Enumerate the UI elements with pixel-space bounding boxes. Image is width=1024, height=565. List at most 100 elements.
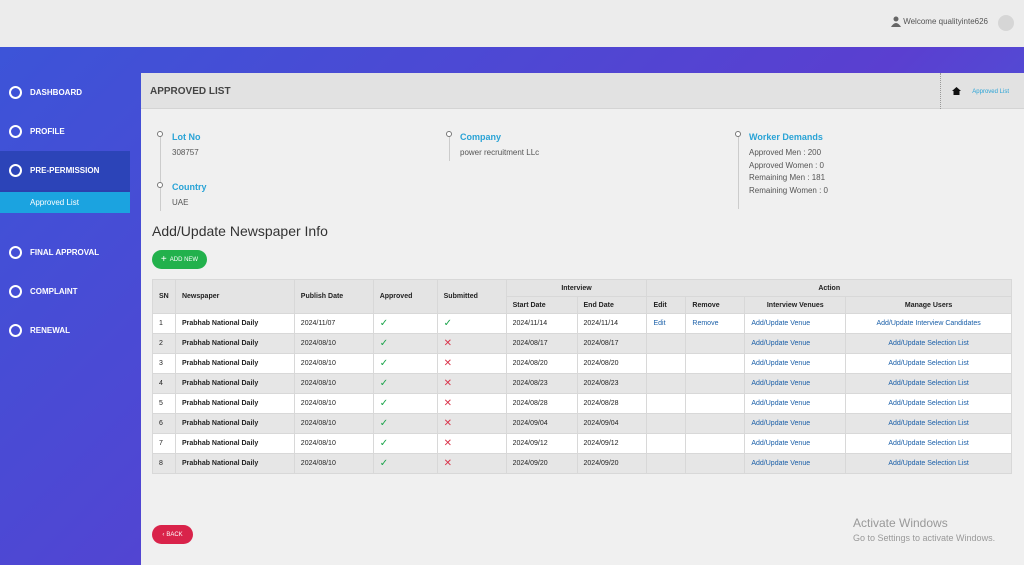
breadcrumb[interactable]: Approved List bbox=[972, 89, 1009, 95]
cell-newspaper: Prabhab National Daily bbox=[174, 433, 295, 454]
nav-subitem[interactable]: Approved List bbox=[0, 192, 130, 213]
cell-approved: ✓ bbox=[372, 433, 438, 454]
add-button[interactable]: + ADD NEW bbox=[152, 250, 207, 269]
table-row: 6 Prabhab National Daily 2024/08/10 ✓ ✕ 2024/… bbox=[152, 413, 1012, 434]
cell-remove bbox=[685, 413, 746, 434]
cell-end-date: 2024/09/12 bbox=[576, 433, 648, 454]
home-icon bbox=[952, 87, 961, 95]
cell-submitted: ✕ bbox=[436, 353, 507, 374]
title-bar: APPROVED LIST Approved List bbox=[141, 73, 1024, 109]
column-header: Remove bbox=[685, 296, 746, 314]
cell-remove bbox=[685, 453, 746, 474]
cell-submitted: ✕ bbox=[436, 333, 507, 354]
cell-end-date: 2024/08/23 bbox=[576, 373, 648, 394]
edit-link[interactable]: Edit bbox=[653, 320, 666, 327]
manage-link[interactable]: Add/Update Selection List bbox=[888, 460, 969, 467]
nav-item[interactable]: DASHBOARD bbox=[0, 73, 130, 112]
nav-icon bbox=[9, 86, 22, 99]
cell-edit bbox=[646, 453, 687, 474]
venue-link[interactable]: Add/Update Venue bbox=[751, 420, 811, 427]
timeline bbox=[160, 131, 161, 211]
demand-line: Approved Women : 0 bbox=[749, 160, 825, 170]
check-icon: ✓ bbox=[379, 318, 389, 329]
cell-sn: 1 bbox=[152, 313, 176, 334]
timeline bbox=[449, 131, 450, 161]
cell-sn: 3 bbox=[152, 353, 176, 374]
nav-item[interactable]: FINAL APPROVAL bbox=[0, 233, 130, 272]
cell-manage: Add/Update Selection List bbox=[845, 393, 1012, 414]
venue-link[interactable]: Add/Update Venue bbox=[751, 440, 811, 447]
nav-label: PROFILE bbox=[30, 127, 65, 136]
cell-publish-date: 2024/08/10 bbox=[293, 353, 374, 374]
separator bbox=[940, 73, 941, 109]
demand-line: Remaining Women : 0 bbox=[749, 185, 828, 195]
cell-newspaper: Prabhab National Daily bbox=[174, 333, 295, 354]
cell-remove bbox=[685, 353, 746, 374]
cell-publish-date: 2024/08/10 bbox=[293, 433, 374, 454]
cell-edit bbox=[646, 413, 687, 434]
manage-link[interactable]: Add/Update Selection List bbox=[888, 380, 969, 387]
nav-label: PRE-PERMISSION bbox=[30, 166, 100, 175]
column-header: Edit bbox=[646, 296, 687, 314]
manage-link[interactable]: Add/Update Selection List bbox=[888, 440, 969, 447]
cell-sn: 2 bbox=[152, 333, 176, 354]
cell-approved: ✓ bbox=[372, 313, 438, 334]
venue-link[interactable]: Add/Update Venue bbox=[751, 460, 811, 467]
venue-link[interactable]: Add/Update Venue bbox=[751, 360, 811, 367]
venue-link[interactable]: Add/Update Venue bbox=[751, 400, 811, 407]
cell-venue: Add/Update Venue bbox=[744, 413, 847, 434]
table-row: 5 Prabhab National Daily 2024/08/10 ✓ ✕ 2024/… bbox=[152, 393, 1012, 414]
remove-link[interactable]: Remove bbox=[692, 320, 719, 327]
back-button[interactable]: ‹ BACK bbox=[152, 525, 193, 544]
back-button-label: BACK bbox=[166, 531, 183, 538]
cell-manage: Add/Update Selection List bbox=[845, 413, 1012, 434]
country-value: UAE bbox=[172, 198, 189, 207]
nav-item[interactable]: PRE-PERMISSION bbox=[0, 151, 130, 190]
cross-icon: ✕ bbox=[443, 418, 453, 429]
cell-approved: ✓ bbox=[372, 353, 438, 374]
venue-link[interactable]: Add/Update Venue bbox=[751, 340, 811, 347]
cell-manage: Add/Update Interview Candidates bbox=[845, 313, 1012, 334]
manage-link[interactable]: Add/Update Selection List bbox=[888, 420, 969, 427]
manage-link[interactable]: Add/Update Selection List bbox=[888, 360, 969, 367]
lot-label: Lot No bbox=[172, 132, 201, 142]
top-bar: Welcome qualityinte626 bbox=[0, 0, 1024, 47]
manage-link[interactable]: Add/Update Selection List bbox=[888, 340, 969, 347]
sidebar: DASHBOARDPROFILEPRE-PERMISSIONPre-Permis… bbox=[0, 73, 130, 565]
cell-remove bbox=[685, 433, 746, 454]
check-icon: ✓ bbox=[379, 358, 389, 369]
timeline bbox=[738, 131, 739, 209]
manage-link[interactable]: Add/Update Selection List bbox=[888, 400, 969, 407]
cell-manage: Add/Update Selection List bbox=[845, 453, 1012, 474]
cell-edit bbox=[646, 433, 687, 454]
cell-sn: 4 bbox=[152, 373, 176, 394]
manage-link[interactable]: Add/Update Interview Candidates bbox=[876, 320, 981, 327]
demands-list: Approved Men : 200 Approved Women : 0 Rema… bbox=[749, 147, 828, 197]
cell-publish-date: 2024/08/10 bbox=[293, 393, 374, 414]
cell-venue: Add/Update Venue bbox=[744, 333, 847, 354]
nav-item[interactable]: COMPLAINT bbox=[0, 272, 130, 311]
settings-button[interactable] bbox=[998, 15, 1014, 31]
cell-newspaper: Prabhab National Daily bbox=[174, 453, 295, 474]
cell-sn: 5 bbox=[152, 393, 176, 414]
cell-newspaper: Prabhab National Daily bbox=[174, 413, 295, 434]
cell-submitted: ✕ bbox=[436, 393, 507, 414]
cell-end-date: 2024/08/20 bbox=[576, 353, 648, 374]
nav-item[interactable]: PROFILE bbox=[0, 112, 130, 151]
venue-link[interactable]: Add/Update Venue bbox=[751, 380, 811, 387]
venue-link[interactable]: Add/Update Venue bbox=[751, 320, 811, 327]
group-header: Interview bbox=[505, 279, 648, 297]
check-icon: ✓ bbox=[379, 458, 389, 469]
cell-newspaper: Prabhab National Daily bbox=[174, 373, 295, 394]
cell-start-date: 2024/08/23 bbox=[505, 373, 578, 394]
nav-icon bbox=[9, 164, 22, 177]
watermark: Activate Windows Go to Settings to activ… bbox=[853, 516, 995, 543]
page-title: APPROVED LIST bbox=[150, 86, 231, 97]
nav-item[interactable]: RENEWAL bbox=[0, 311, 130, 350]
cell-venue: Add/Update Venue bbox=[744, 313, 847, 334]
cell-venue: Add/Update Venue bbox=[744, 433, 847, 454]
cross-icon: ✕ bbox=[443, 398, 453, 409]
company-value: power recruitment LLc bbox=[460, 148, 540, 157]
header-row: SN Newspaper Publish Date Approved Submitted… bbox=[152, 279, 1012, 314]
